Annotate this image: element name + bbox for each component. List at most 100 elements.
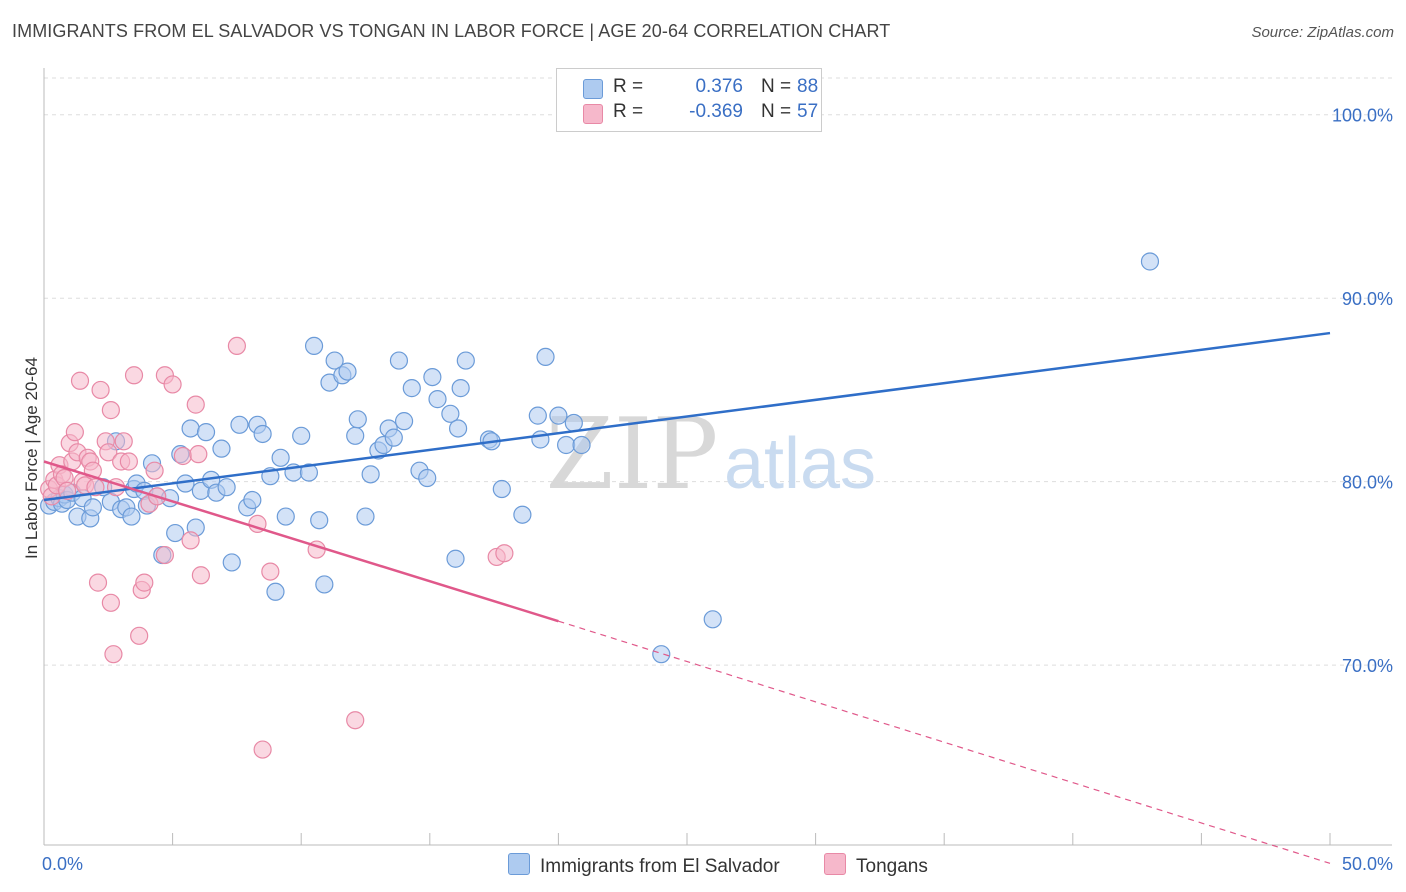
trend-line-tongans-extension [558, 620, 1331, 864]
data-point-el-salvador [492, 479, 511, 499]
data-point-tongans [155, 545, 174, 565]
data-point-el-salvador [531, 430, 550, 449]
data-point-el-salvador [402, 379, 421, 398]
bottom-legend-el-salvador: Immigrants from El Salvador [508, 853, 780, 878]
bottom-legend-label-tongans: Tongans [856, 856, 928, 877]
data-point-el-salvador [292, 426, 311, 445]
legend-r-value: 0.376 [695, 76, 743, 97]
data-point-el-salvador [564, 413, 583, 433]
data-point-tongans [191, 566, 210, 585]
data-point-tongans [91, 380, 110, 400]
data-point-el-salvador [451, 379, 470, 398]
data-point-el-salvador [703, 610, 722, 629]
y-tick-label: 70.0% [1342, 656, 1393, 676]
data-point-el-salvador [356, 507, 375, 526]
data-point-tongans [65, 423, 84, 442]
legend-n-label: N = [761, 76, 792, 97]
trend-line-el-salvador [43, 331, 1331, 502]
bottom-legend-label-el-salvador: Immigrants from El Salvador [540, 856, 780, 877]
legend-r-label: R = [613, 76, 644, 97]
watermark-atlas: atlas [724, 424, 876, 504]
x-tick-label-min: 0.0% [42, 854, 83, 874]
watermark: ZIP atlas [546, 398, 876, 512]
data-point-el-salvador [222, 553, 241, 572]
data-point-tongans [130, 626, 149, 645]
bottom-legend-swatch-blue [508, 853, 530, 875]
data-point-el-salvador [536, 347, 555, 367]
correlation-legend: R = 0.376 N = 88 R = -0.369 N = 57 [556, 68, 822, 132]
data-point-el-salvador [181, 419, 200, 438]
data-point-tongans [135, 573, 154, 592]
data-point-el-salvador [310, 511, 329, 530]
data-point-el-salvador [361, 465, 380, 484]
data-point-el-salvador [338, 362, 357, 381]
data-point-el-salvador [384, 428, 403, 447]
data-point-el-salvador [325, 351, 344, 370]
legend-r-value: -0.369 [689, 101, 743, 122]
data-point-el-salvador [448, 419, 468, 438]
chart-title: IMMIGRANTS FROM EL SALVADOR VS TONGAN IN… [12, 21, 891, 41]
y-tick-label: 80.0% [1342, 473, 1393, 493]
legend-n-value: 57 [797, 101, 819, 122]
data-point-tongans [346, 711, 365, 730]
data-point-el-salvador [196, 423, 216, 442]
data-point-el-salvador [266, 582, 285, 601]
y-axis-label: In Labor Force | Age 20-64 [22, 357, 41, 559]
data-point-el-salvador [513, 505, 532, 524]
data-point-el-salvador [528, 406, 547, 425]
data-point-el-salvador [276, 507, 295, 526]
data-point-el-salvador [271, 448, 290, 467]
data-point-el-salvador [389, 351, 409, 370]
data-point-tongans [99, 443, 118, 462]
data-point-tongans [88, 573, 108, 592]
legend-swatch-pink [583, 104, 603, 124]
legend-n-value: 88 [797, 76, 819, 97]
legend-n-label: N = [761, 101, 792, 122]
series-tongans [40, 336, 514, 759]
data-point-el-salvador [253, 424, 272, 444]
data-point-el-salvador [83, 498, 102, 517]
source-label: Source: ZipAtlas.com [1251, 24, 1394, 41]
data-point-el-salvador [166, 523, 185, 543]
data-point-tongans [124, 366, 144, 385]
data-point-tongans [119, 452, 138, 471]
data-point-el-salvador [652, 645, 671, 664]
data-point-tongans [101, 401, 120, 420]
data-point-el-salvador [456, 351, 475, 370]
data-point-el-salvador [557, 435, 576, 455]
data-point-el-salvador [423, 367, 442, 387]
y-tick-label: 100.0% [1332, 106, 1393, 126]
data-point-el-salvador [346, 426, 365, 445]
gridlines [44, 77, 1392, 666]
x-tick-label-max: 50.0% [1342, 854, 1393, 874]
y-tick-label: 90.0% [1342, 289, 1393, 309]
data-point-tongans [261, 562, 280, 581]
data-point-el-salvador [549, 406, 568, 425]
data-point-tongans [189, 445, 208, 464]
data-point-el-salvador [418, 468, 437, 488]
data-point-el-salvador [572, 435, 591, 455]
legend-r-label: R = [613, 101, 644, 122]
data-point-tongans [101, 593, 120, 612]
trend-lines [43, 331, 1331, 864]
data-point-tongans [70, 371, 90, 390]
data-point-el-salvador [122, 507, 141, 526]
data-point-el-salvador [441, 404, 460, 423]
data-point-el-salvador [315, 575, 334, 594]
data-point-el-salvador [299, 463, 319, 482]
data-point-tongans [58, 481, 77, 500]
axes [43, 68, 1392, 846]
data-point-tongans [145, 461, 164, 480]
data-point-el-salvador [217, 478, 236, 497]
data-point-el-salvador [230, 415, 249, 434]
data-point-el-salvador [212, 439, 231, 458]
data-point-el-salvador [348, 410, 367, 429]
tick-labels: 70.0% 80.0% 90.0% 100.0% 0.0% 50.0% [42, 106, 1393, 874]
data-point-el-salvador [1140, 252, 1160, 271]
data-point-el-salvador [243, 490, 262, 510]
data-point-tongans [114, 432, 133, 451]
data-point-tongans [181, 531, 200, 550]
data-point-tongans [104, 645, 123, 664]
data-point-el-salvador [446, 549, 465, 568]
trend-line-tongans [43, 460, 559, 623]
